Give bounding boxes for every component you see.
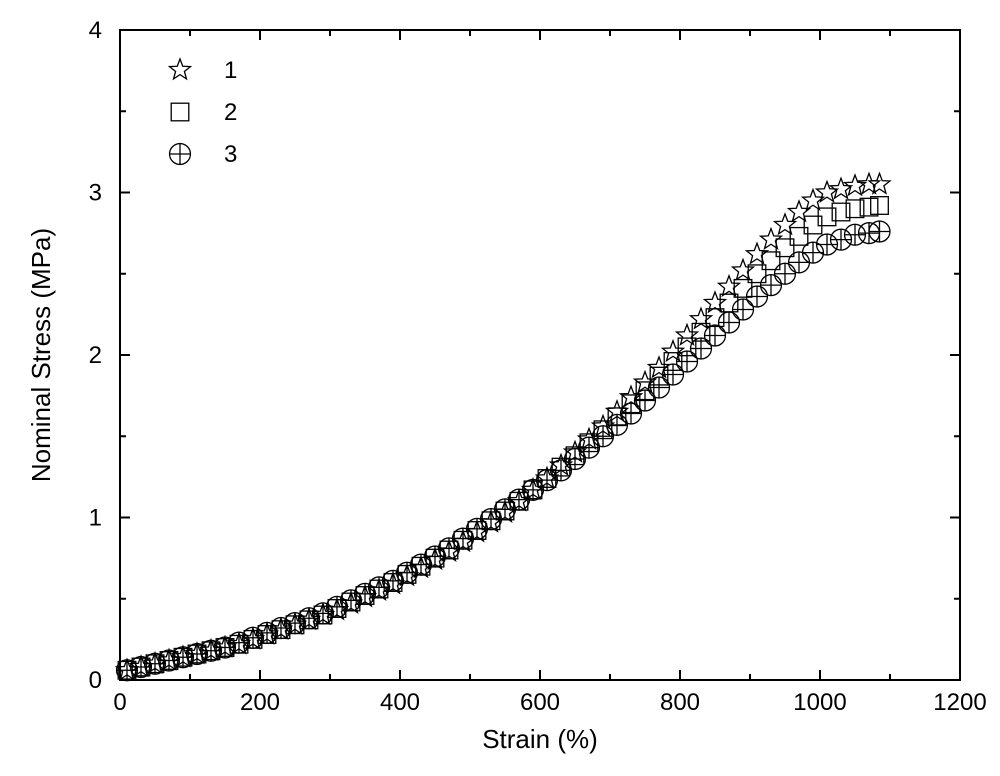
x-tick-label: 400 <box>380 689 420 716</box>
y-tick-label: 4 <box>89 17 102 44</box>
x-tick-label: 1000 <box>793 689 846 716</box>
x-tick-label: 800 <box>660 689 700 716</box>
x-tick-label: 1200 <box>933 689 986 716</box>
y-tick-label: 2 <box>89 342 102 369</box>
legend-label: 3 <box>224 141 237 168</box>
y-tick-label: 0 <box>89 667 102 694</box>
stress-strain-chart: 0 200 400 600 800 1000 1200 0 1 2 3 4 Strain (%) Nomi… <box>0 0 1000 776</box>
x-axis-label: Strain (%) <box>482 724 598 754</box>
legend-label: 1 <box>224 57 237 84</box>
y-axis-label: Nominal Stress (MPa) <box>26 228 56 482</box>
y-tick-label: 1 <box>89 505 102 532</box>
legend-label: 2 <box>224 99 237 126</box>
y-tick-label: 3 <box>89 180 102 207</box>
x-tick-label: 0 <box>113 689 126 716</box>
x-tick-label: 600 <box>520 689 560 716</box>
chart-container: 0 200 400 600 800 1000 1200 0 1 2 3 4 Strain (%) Nomi… <box>0 0 1000 776</box>
x-tick-label: 200 <box>240 689 280 716</box>
